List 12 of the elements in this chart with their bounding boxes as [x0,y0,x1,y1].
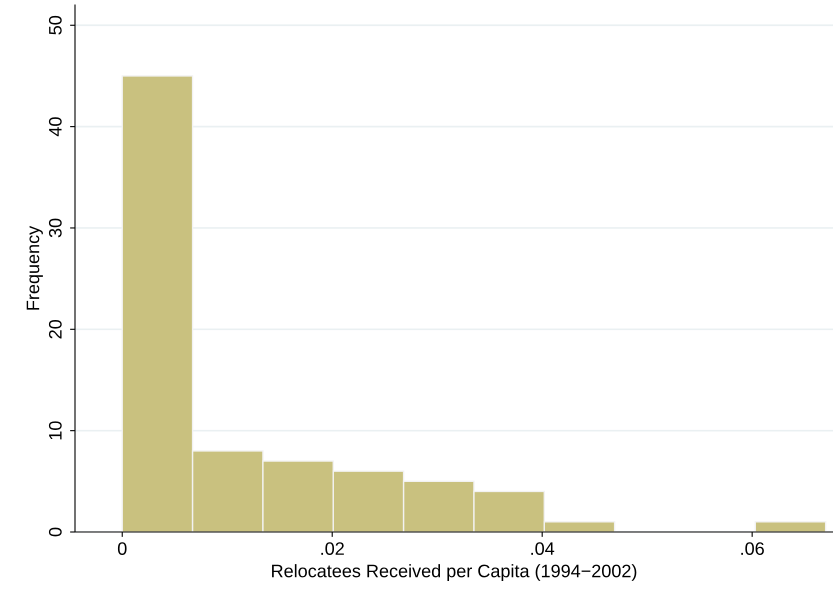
y-tick-label: 10 [48,421,62,440]
y-tick-label: 50 [48,16,62,35]
y-tick-label: 30 [48,218,62,238]
y-tick-label: 0 [48,528,62,536]
x-tick-label: 0 [118,542,127,555]
y-tick-label: 40 [48,117,62,136]
y-axis-title: Frequency [26,226,43,310]
x-tick-label: .04 [531,542,554,555]
y-tick-label: 20 [48,320,62,338]
x-tick-label: .02 [321,542,344,555]
x-tick-label: .06 [741,542,764,555]
x-axis-title: Relocatees Received per Capita (1994−2002) [272,564,636,581]
